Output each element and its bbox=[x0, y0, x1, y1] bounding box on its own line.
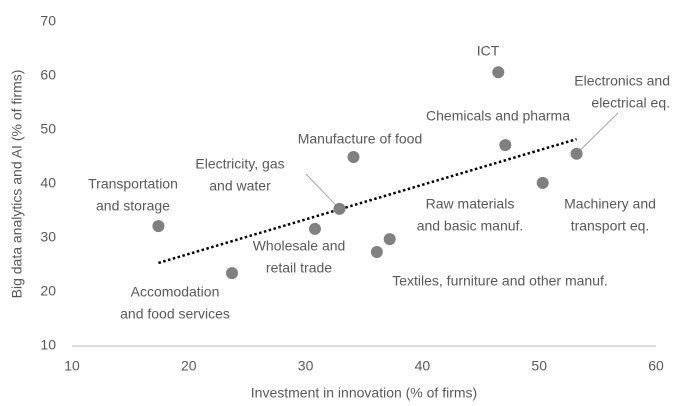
point-label: Chemicals and pharma bbox=[426, 108, 570, 124]
point-label: retail trade bbox=[266, 260, 332, 276]
point-label: and water bbox=[209, 178, 271, 194]
point bbox=[152, 220, 165, 233]
y-tick-label: 30 bbox=[40, 229, 56, 245]
point-label: and storage bbox=[96, 198, 170, 214]
y-axis-title: Big data analytics and AI (% of firms) bbox=[9, 70, 25, 299]
point-label: Transportation bbox=[88, 176, 178, 192]
point-label: and food services bbox=[120, 306, 230, 322]
point bbox=[570, 147, 583, 160]
point-label: Manufacture of food bbox=[298, 131, 423, 147]
point bbox=[308, 222, 321, 235]
point-label: Accomodation bbox=[131, 284, 220, 300]
point-label: Electricity, gas bbox=[195, 156, 284, 172]
point bbox=[499, 139, 512, 152]
x-tick-label: 40 bbox=[415, 358, 431, 374]
y-tick-label: 40 bbox=[40, 175, 56, 191]
point bbox=[347, 151, 360, 163]
point bbox=[226, 267, 239, 280]
y-tick-label: 60 bbox=[40, 67, 56, 83]
x-tick-label: 30 bbox=[298, 358, 314, 374]
point bbox=[492, 66, 505, 79]
y-tick-label: 10 bbox=[40, 337, 56, 353]
point-label: and basic manuf. bbox=[417, 218, 524, 234]
point-label: transport eq. bbox=[571, 218, 650, 234]
leader-line bbox=[305, 173, 340, 210]
x-axis-title: Investment in innovation (% of firms) bbox=[251, 385, 477, 401]
point bbox=[370, 246, 383, 259]
x-tick-label: 10 bbox=[64, 358, 80, 374]
point-label: Wholesale and bbox=[253, 238, 346, 254]
x-tick-label: 50 bbox=[531, 358, 547, 374]
y-tick-label: 70 bbox=[40, 13, 56, 29]
point-label: Textiles, furniture and other manuf. bbox=[392, 273, 608, 289]
y-tick-label: 50 bbox=[40, 121, 56, 137]
x-tick-label: 20 bbox=[181, 358, 197, 374]
point-label: electrical eq. bbox=[591, 95, 670, 111]
point-label: Raw materials bbox=[426, 196, 515, 212]
point-label: Machinery and bbox=[564, 196, 656, 212]
point-label: Electronics and bbox=[574, 73, 670, 89]
point bbox=[333, 202, 346, 215]
x-tick-label: 60 bbox=[648, 358, 664, 374]
point-label: ICT bbox=[477, 43, 500, 59]
y-tick-label: 20 bbox=[40, 283, 56, 299]
point bbox=[383, 233, 396, 246]
point bbox=[536, 176, 549, 189]
leader-line bbox=[576, 112, 619, 155]
